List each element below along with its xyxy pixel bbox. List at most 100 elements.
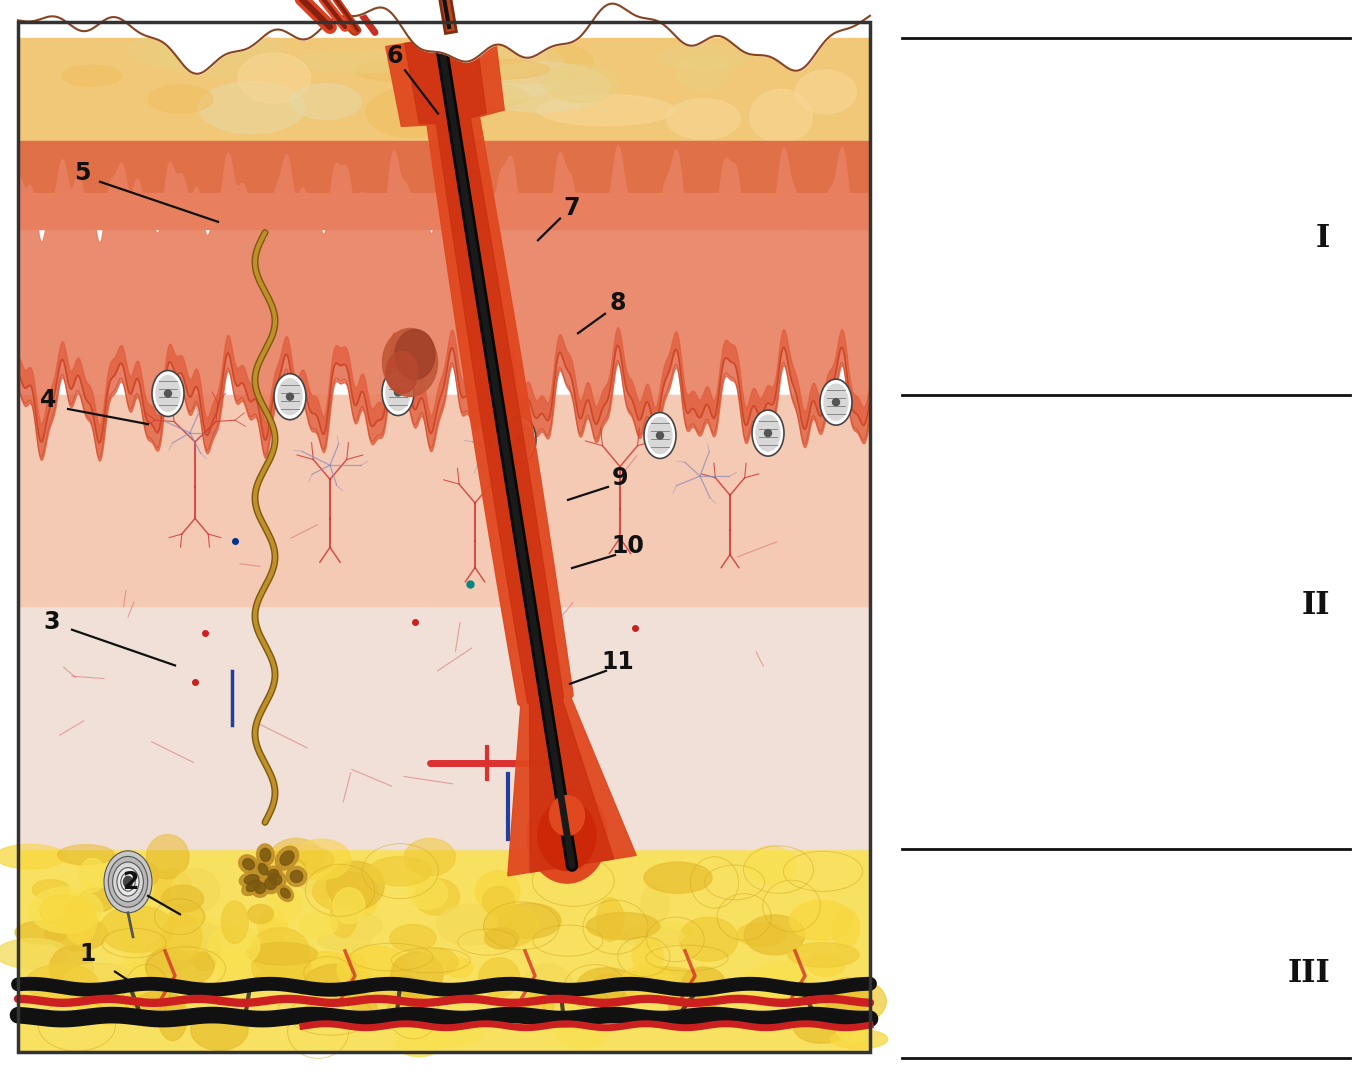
Ellipse shape <box>467 40 593 83</box>
Ellipse shape <box>189 923 221 971</box>
Ellipse shape <box>57 845 114 865</box>
Ellipse shape <box>148 84 213 114</box>
Ellipse shape <box>678 918 738 961</box>
Ellipse shape <box>632 921 692 945</box>
Ellipse shape <box>341 913 383 939</box>
Ellipse shape <box>368 857 432 886</box>
Ellipse shape <box>330 899 357 937</box>
Ellipse shape <box>305 994 351 1019</box>
Ellipse shape <box>752 410 784 457</box>
Ellipse shape <box>290 870 303 883</box>
Ellipse shape <box>508 422 532 458</box>
Ellipse shape <box>657 432 664 439</box>
Ellipse shape <box>297 952 354 981</box>
Ellipse shape <box>589 974 626 1010</box>
Ellipse shape <box>404 839 456 876</box>
Text: I: I <box>1316 223 1330 253</box>
Ellipse shape <box>274 373 305 420</box>
Bar <box>18 395 870 606</box>
Ellipse shape <box>437 45 482 87</box>
Ellipse shape <box>246 942 318 965</box>
Ellipse shape <box>286 867 307 886</box>
Ellipse shape <box>479 958 520 997</box>
Text: 8: 8 <box>609 291 626 315</box>
Ellipse shape <box>171 869 220 912</box>
Ellipse shape <box>552 1002 611 1048</box>
Ellipse shape <box>597 898 624 941</box>
Ellipse shape <box>30 887 103 933</box>
Ellipse shape <box>375 982 441 1008</box>
Ellipse shape <box>15 921 68 944</box>
Ellipse shape <box>149 870 191 906</box>
Ellipse shape <box>537 94 674 126</box>
Ellipse shape <box>299 912 338 937</box>
Ellipse shape <box>825 978 870 1017</box>
Ellipse shape <box>394 1022 444 1057</box>
Ellipse shape <box>265 867 282 883</box>
Ellipse shape <box>790 900 854 940</box>
Ellipse shape <box>300 867 361 898</box>
Ellipse shape <box>749 90 813 144</box>
Text: 9: 9 <box>612 466 628 490</box>
Ellipse shape <box>128 35 225 67</box>
Text: 5: 5 <box>73 161 91 185</box>
Ellipse shape <box>472 41 566 97</box>
Ellipse shape <box>666 98 741 140</box>
Ellipse shape <box>408 1021 483 1046</box>
Ellipse shape <box>159 994 187 1041</box>
Ellipse shape <box>239 871 263 887</box>
Ellipse shape <box>256 844 274 866</box>
Ellipse shape <box>104 850 152 913</box>
Ellipse shape <box>258 910 288 941</box>
Ellipse shape <box>737 923 786 947</box>
Bar <box>18 38 870 146</box>
Ellipse shape <box>163 925 235 951</box>
Ellipse shape <box>463 45 597 77</box>
Ellipse shape <box>337 953 368 986</box>
Text: 11: 11 <box>601 650 634 674</box>
Ellipse shape <box>265 869 286 889</box>
Ellipse shape <box>147 834 189 879</box>
Ellipse shape <box>437 905 505 946</box>
Ellipse shape <box>342 893 376 916</box>
Ellipse shape <box>277 885 293 901</box>
Ellipse shape <box>472 62 609 113</box>
Ellipse shape <box>161 914 202 960</box>
Bar <box>18 606 870 849</box>
Ellipse shape <box>550 795 585 835</box>
Ellipse shape <box>255 860 271 879</box>
Ellipse shape <box>33 880 69 899</box>
Ellipse shape <box>265 878 277 889</box>
Ellipse shape <box>170 903 205 931</box>
Ellipse shape <box>198 81 305 133</box>
Ellipse shape <box>252 971 312 991</box>
Ellipse shape <box>117 868 138 896</box>
Ellipse shape <box>152 370 185 417</box>
Ellipse shape <box>645 862 712 894</box>
Ellipse shape <box>475 871 520 912</box>
Polygon shape <box>385 29 636 875</box>
Ellipse shape <box>216 948 251 991</box>
Ellipse shape <box>251 856 305 876</box>
Ellipse shape <box>113 862 144 901</box>
Ellipse shape <box>270 839 323 876</box>
Ellipse shape <box>327 861 384 910</box>
Ellipse shape <box>756 415 780 451</box>
Ellipse shape <box>740 967 797 995</box>
Ellipse shape <box>155 933 204 961</box>
Ellipse shape <box>586 912 660 939</box>
Ellipse shape <box>383 370 414 415</box>
Ellipse shape <box>498 903 560 938</box>
Ellipse shape <box>361 990 408 1026</box>
Ellipse shape <box>820 379 852 425</box>
Ellipse shape <box>164 390 171 397</box>
Ellipse shape <box>830 1030 887 1048</box>
Text: II: II <box>1301 591 1330 621</box>
Ellipse shape <box>642 884 669 924</box>
Ellipse shape <box>484 906 539 947</box>
Ellipse shape <box>255 883 266 894</box>
Ellipse shape <box>649 418 672 453</box>
Ellipse shape <box>385 374 410 410</box>
Ellipse shape <box>100 906 174 952</box>
Ellipse shape <box>161 885 204 912</box>
